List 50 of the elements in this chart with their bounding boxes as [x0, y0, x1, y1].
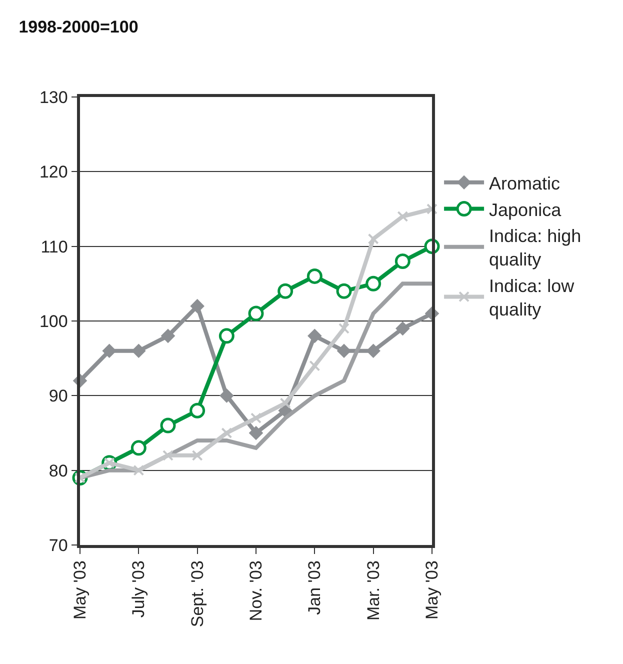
y-tick-label: 100	[39, 312, 68, 331]
point	[426, 204, 438, 214]
point	[306, 268, 322, 284]
point	[190, 402, 206, 418]
point	[338, 322, 350, 334]
x-tick-label: May '03	[422, 560, 442, 620]
point	[248, 306, 264, 322]
legend-label: Japonica	[489, 200, 562, 220]
point	[368, 233, 379, 244]
point	[102, 344, 116, 358]
x-tick-label: May '03	[70, 560, 90, 620]
point	[396, 321, 410, 336]
x-tick-label: Mar. '03	[364, 560, 383, 621]
point	[218, 328, 234, 344]
point	[309, 360, 320, 372]
chart-title: 1998-2000=100	[18, 17, 138, 36]
point	[221, 428, 232, 438]
point	[278, 283, 294, 299]
y-tick-label: 120	[39, 162, 68, 182]
point	[162, 450, 174, 461]
point	[280, 398, 291, 409]
legend-label: Indica: high quality	[489, 226, 582, 270]
y-tick-label: 130	[39, 88, 68, 107]
point	[220, 388, 234, 403]
point	[394, 254, 410, 270]
point	[248, 426, 264, 440]
x-tick-label: Jan '03	[305, 560, 324, 615]
y-tick-label: 70	[48, 536, 68, 555]
point	[366, 276, 382, 292]
point	[160, 328, 176, 344]
point	[308, 328, 322, 344]
point	[250, 412, 262, 424]
point	[336, 344, 352, 358]
point	[192, 450, 203, 461]
legend-label: Aromatic	[489, 173, 560, 194]
point	[190, 298, 204, 314]
y-tick-label: 80	[48, 461, 68, 480]
point	[336, 283, 352, 299]
point	[397, 210, 408, 222]
point	[130, 440, 146, 456]
point	[366, 344, 380, 358]
x-tick-label: July '03	[129, 560, 148, 618]
point	[160, 418, 176, 434]
y-tick-label: 110	[40, 237, 68, 256]
point	[133, 464, 144, 476]
x-tick-label: Nov. '03	[246, 560, 266, 622]
legend-label: Indica: low quality	[489, 276, 576, 320]
point	[132, 344, 146, 358]
y-tick-label: 90	[48, 386, 68, 406]
x-tick-label: Sept. '03	[188, 560, 207, 628]
